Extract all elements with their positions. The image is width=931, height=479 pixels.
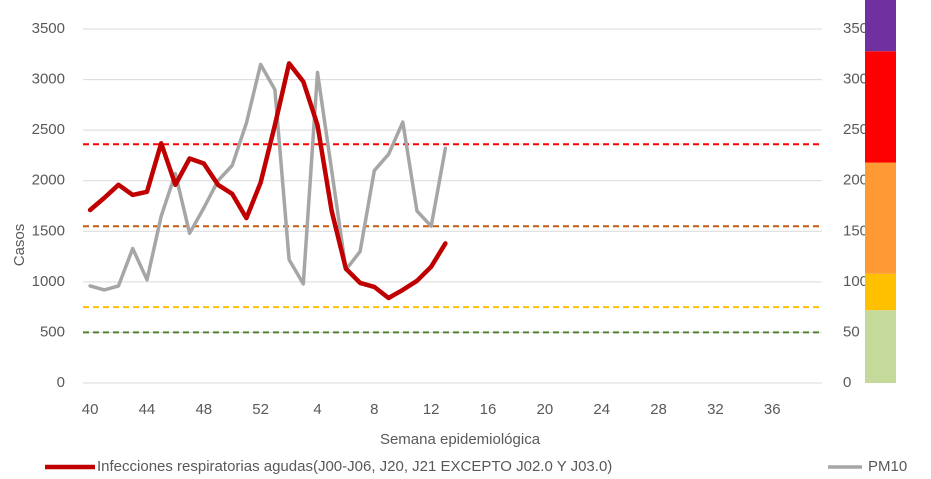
y2-tick-label: 300 [843, 71, 868, 88]
y-tick-label: 1000 [32, 273, 65, 290]
color-band [865, 0, 896, 52]
color-band [865, 273, 896, 311]
y-tick-label: 0 [57, 374, 65, 391]
y-tick-label: 3000 [32, 71, 65, 88]
color-band [865, 310, 896, 383]
y2-tick-label: 350 [843, 20, 868, 37]
x-tick-label: 32 [707, 401, 724, 418]
x-tick-label: 4 [313, 401, 321, 418]
color-band [865, 51, 896, 163]
y-tick-label: 2000 [32, 172, 65, 189]
x-axis-title: Semana epidemiológica [380, 431, 541, 448]
x-tick-label: 40 [82, 401, 99, 418]
y2-tick-label: 150 [843, 222, 868, 239]
y-tick-label: 1500 [32, 222, 65, 239]
x-tick-label: 8 [370, 401, 378, 418]
x-tick-label: 36 [764, 401, 781, 418]
y2-tick-label: 50 [843, 323, 860, 340]
y2-tick-label: 200 [843, 172, 868, 189]
x-tick-label: 16 [480, 401, 497, 418]
x-tick-label: 48 [195, 401, 212, 418]
legend-label: PM10 [868, 458, 907, 475]
y2-tick-label: 0 [843, 374, 851, 391]
x-tick-label: 44 [139, 401, 156, 418]
y-tick-label: 2500 [32, 121, 65, 138]
x-tick-label: 20 [537, 401, 554, 418]
series-line [87, 61, 448, 301]
series-line [88, 62, 448, 292]
y2-tick-label: 250 [843, 121, 868, 138]
x-tick-label: 52 [252, 401, 269, 418]
y-tick-label: 500 [40, 323, 65, 340]
x-tick-label: 28 [650, 401, 667, 418]
y2-tick-label: 100 [843, 273, 868, 290]
y-axis-title: Casos [11, 224, 28, 267]
x-tick-label: 24 [593, 401, 610, 418]
x-tick-label: 12 [423, 401, 440, 418]
y-tick-label: 3500 [32, 20, 65, 37]
color-band [865, 162, 896, 274]
legend-label: Infecciones respiratorias agudas(J00-J06… [97, 458, 612, 475]
